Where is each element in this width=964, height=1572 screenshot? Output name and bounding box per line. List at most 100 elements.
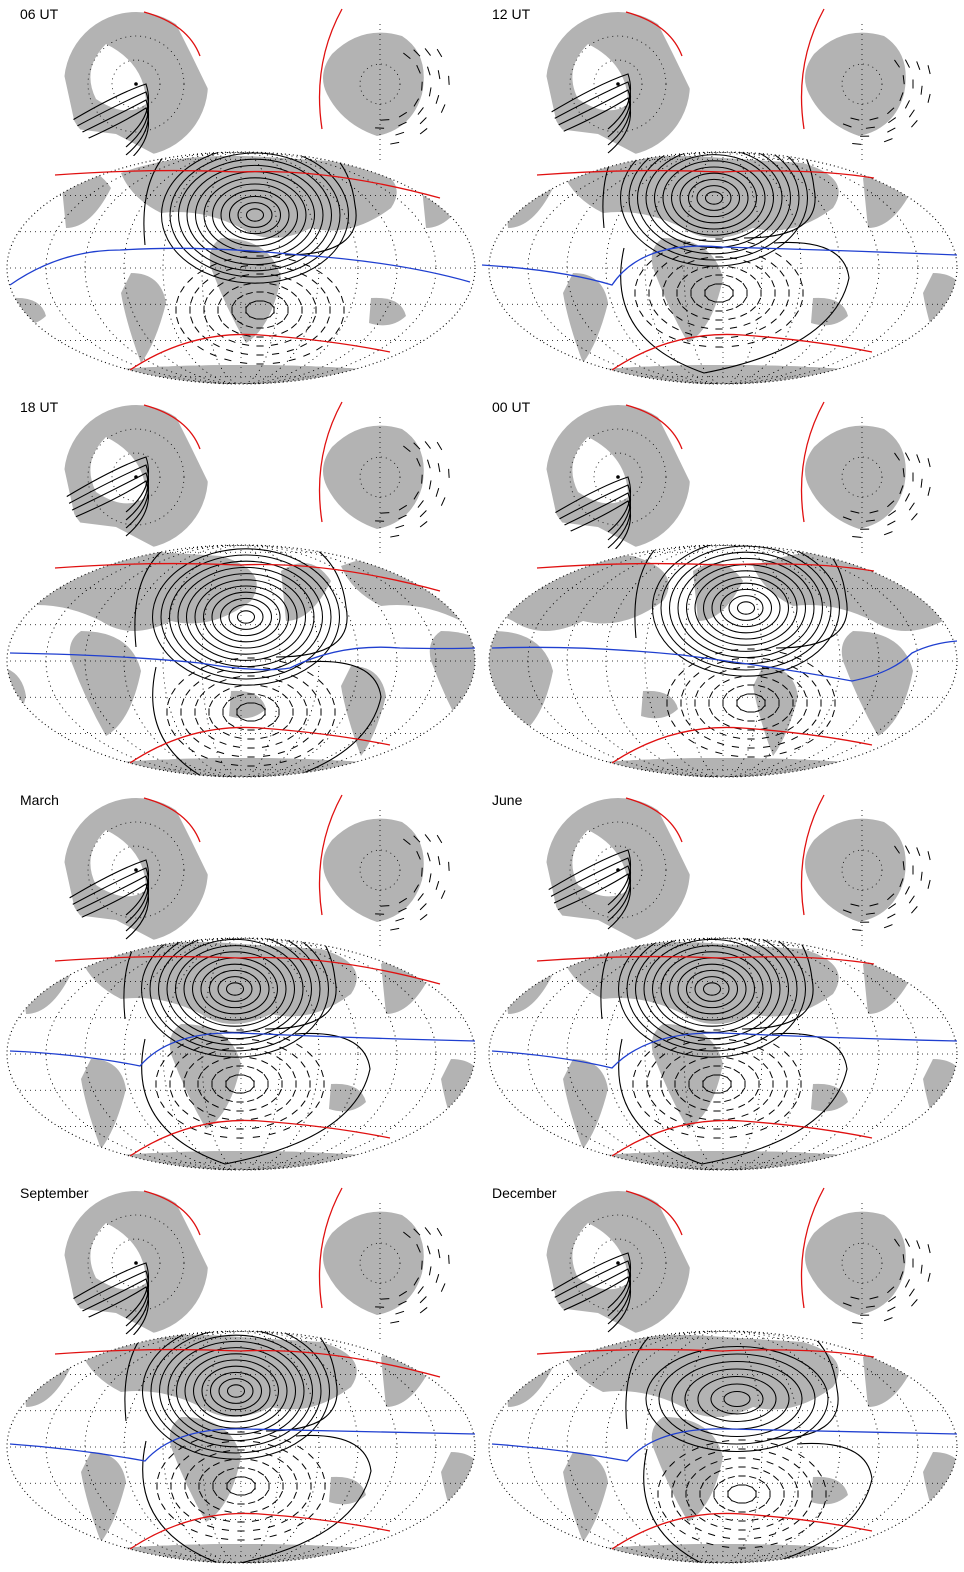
dashed-current-contour <box>209 353 217 357</box>
dashed-current-contour <box>174 1100 180 1107</box>
dashed-current-contour <box>277 751 285 755</box>
dashed-current-contour <box>340 316 344 325</box>
dashed-current-contour <box>699 1517 706 1522</box>
dashed-current-contour <box>206 1041 214 1045</box>
continent <box>329 1476 366 1505</box>
dashed-current-contour <box>274 701 280 709</box>
south-polar-dash <box>904 493 910 502</box>
dashed-current-contour <box>728 1039 737 1042</box>
north-polar-map <box>64 404 208 549</box>
dashed-current-contour <box>192 1117 200 1122</box>
dashed-current-contour <box>188 747 195 753</box>
dashed-current-contour <box>167 1051 174 1057</box>
dashed-current-contour <box>212 1462 220 1467</box>
dashed-current-contour <box>713 1497 719 1505</box>
north-pole-marker <box>134 868 138 872</box>
dashed-current-contour <box>271 265 280 268</box>
dashed-current-contour <box>785 279 789 287</box>
south-polar-dash <box>436 48 443 58</box>
dashed-current-contour <box>817 670 824 676</box>
dashed-current-contour <box>168 1453 175 1459</box>
south-polar-dash <box>413 1228 421 1236</box>
southern-auroral-line <box>611 1119 873 1157</box>
south-polar-map <box>318 8 450 164</box>
south-polar-dash <box>920 85 923 95</box>
dashed-current-contour <box>193 737 200 743</box>
current-contour <box>226 1384 246 1398</box>
global-map <box>6 544 476 778</box>
north-polar-contour <box>65 480 150 537</box>
dashed-current-contour <box>787 675 794 680</box>
dashed-current-contour <box>769 1071 773 1079</box>
magnetic-equator-line <box>482 245 958 286</box>
dashed-current-contour <box>230 764 239 766</box>
dashed-current-contour <box>296 1043 303 1049</box>
dashed-current-contour <box>723 1458 732 1461</box>
dashed-current-contour <box>727 687 735 693</box>
south-polar-dash <box>899 485 904 495</box>
current-contour <box>694 570 798 646</box>
south-polar-latitude-circle <box>841 63 883 105</box>
dashed-current-contour <box>189 1037 197 1041</box>
north-polar-latitude-circle <box>569 428 667 526</box>
dashed-current-contour <box>740 1073 746 1081</box>
dashed-current-contour <box>183 1455 190 1461</box>
north-polar-contour <box>547 81 632 138</box>
dashed-current-contour <box>787 1508 794 1516</box>
dashed-current-contour <box>647 1070 651 1078</box>
south-polar-dash <box>852 928 862 931</box>
north-pole-marker <box>616 1261 620 1265</box>
north-polar-contours <box>547 1252 632 1333</box>
dashed-current-contour <box>772 679 780 684</box>
dashed-current-contour <box>727 1048 736 1051</box>
dashed-current-contour <box>279 760 287 764</box>
dashed-current-contour <box>685 332 693 336</box>
south-polar-dash <box>419 1296 427 1304</box>
dashed-current-contour <box>217 298 223 306</box>
dashed-current-contour <box>729 1136 738 1138</box>
dashed-current-contour <box>251 1450 260 1453</box>
south-polar-dash <box>416 65 421 74</box>
dashed-current-contour <box>728 1126 737 1129</box>
dashed-current-contour <box>669 1461 676 1467</box>
south-polar-dash <box>927 486 931 496</box>
dashed-current-contour <box>195 699 199 707</box>
dashed-current-contour <box>702 1099 710 1103</box>
meridian-line <box>123 152 359 384</box>
dashed-current-contour <box>799 299 803 308</box>
north-polar-latitude-circle <box>593 452 643 502</box>
south-polar-dash <box>865 519 875 522</box>
dashed-current-contour <box>335 286 340 293</box>
north-polar-contour <box>547 73 632 130</box>
dashed-current-contour <box>300 272 308 277</box>
global-map-border <box>488 1330 958 1564</box>
south-polar-dash <box>390 1320 400 1324</box>
dashed-current-contour <box>749 1509 757 1513</box>
dashed-current-contour <box>706 1442 714 1446</box>
dashed-current-contour <box>241 274 250 277</box>
south-polar-dash <box>842 909 852 914</box>
dashed-current-contour <box>781 716 789 722</box>
dashed-current-contour <box>686 1499 690 1507</box>
dashed-current-contour <box>281 286 289 291</box>
south-polar-dash <box>417 500 424 508</box>
dashed-current-contour <box>193 1448 201 1453</box>
dashed-current-contour <box>672 1500 676 1508</box>
dashed-current-contour <box>340 295 344 304</box>
panel-label: March <box>20 792 59 808</box>
dashed-current-contour <box>791 736 799 741</box>
dashed-current-contour <box>303 699 307 707</box>
panel-svg <box>6 8 476 385</box>
map-panel-7: September <box>0 1179 482 1572</box>
current-contour <box>225 982 245 996</box>
dashed-current-contour <box>197 345 204 351</box>
south-polar-dash <box>908 109 915 118</box>
continent <box>0 1084 6 1112</box>
global-dashed-contours <box>634 238 804 348</box>
dashed-current-contour <box>753 1449 762 1452</box>
dashed-current-contour <box>779 270 785 277</box>
dashed-current-contour <box>321 1492 325 1501</box>
dashed-current-contour <box>651 1100 657 1107</box>
dashed-current-contour <box>243 1090 251 1094</box>
dashed-current-contour <box>654 1119 661 1125</box>
